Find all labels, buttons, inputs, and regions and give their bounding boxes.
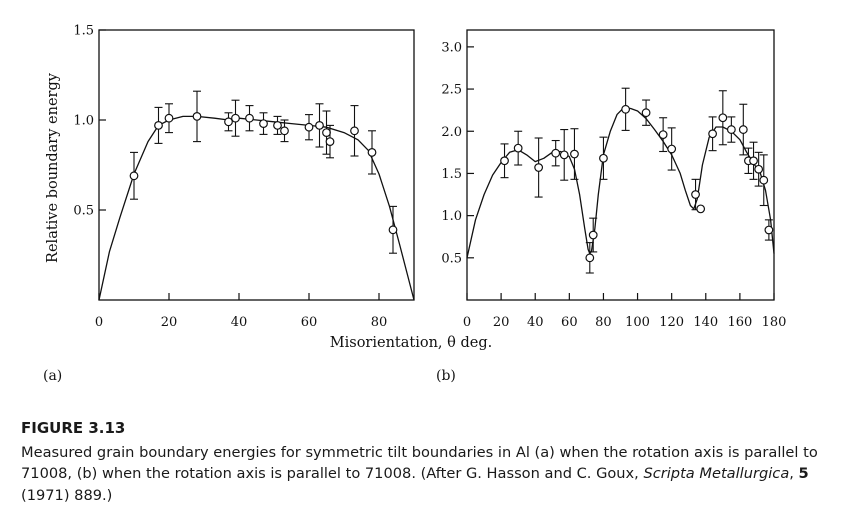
panel-a-x-tick-label: 20 (161, 315, 178, 330)
panel-a-data-point (322, 128, 331, 138)
panel-a-data-point (273, 120, 282, 130)
panel-b-data-point (759, 175, 769, 185)
figure-caption: FIGURE 3.13 Measured grain boundary ener… (21, 418, 826, 506)
caption-citation-end: (1971) 889.) (21, 486, 113, 504)
panel-b-data-point (667, 144, 677, 154)
panel-b-x-tick-label: 160 (727, 315, 752, 330)
panel-a-data-point (350, 126, 359, 136)
panel-a-data-point (280, 126, 289, 136)
panel-b-data-point (738, 125, 748, 134)
panel-b-data-point (764, 225, 774, 235)
panel-b-data-point (641, 108, 651, 118)
panel-a-data-point (325, 137, 335, 147)
panel-a-x-tick-label: 0 (95, 315, 103, 330)
panel-b-data-point (691, 190, 700, 199)
panel-a-data-point (231, 113, 240, 123)
panel-a-chart: 0 20 40 60 80 0.5 1.0 1.5 Relative boundary ene… (43, 24, 415, 384)
panel-b-x-tick-label: 40 (527, 315, 544, 330)
panel-b-data-point (500, 156, 509, 166)
panel-b-data-point (570, 149, 579, 159)
panel-a-y-axis-label: Relative boundary energy (45, 72, 61, 263)
panel-a-data-point (259, 119, 268, 128)
panel-b-data-point (749, 156, 758, 166)
panel-b-data-point (621, 104, 631, 114)
caption-volume: 5 (798, 465, 809, 482)
panel-a-y-tick-label: 1.5 (73, 24, 94, 39)
figure-number: FIGURE 3.13 (21, 419, 126, 437)
panel-b-y-tick-label: 2.5 (441, 83, 462, 98)
panel-a-y-tick-label: 1.0 (73, 114, 94, 129)
panel-a-data-point (192, 111, 202, 121)
panel-b-data-point (718, 113, 728, 123)
panel-b-data-point (599, 153, 608, 163)
panel-a-y-tick-label: 0.5 (73, 204, 94, 219)
caption-journal: Scripta Metallurgica (643, 465, 790, 482)
panel-b-data-point (551, 148, 561, 158)
figure-3-13-charts: 0 20 40 60 80 0.5 1.0 1.5 Relative boundary ene… (43, 24, 787, 385)
panel-b-data-point (708, 129, 717, 139)
panel-a-x-tick-label: 80 (371, 315, 388, 330)
panel-a-x-tick-label: 60 (301, 315, 318, 330)
panel-a-data-point (388, 225, 398, 235)
panel-b-x-tick-label: 100 (625, 315, 650, 330)
panel-b-x-tick-label: 180 (762, 315, 787, 330)
panel-b-x-tick-label: 80 (595, 315, 612, 330)
panel-b-y-tick-label: 2.0 (441, 125, 462, 140)
caption-volume-prefix: , (789, 465, 799, 482)
panel-b-data-point (588, 230, 598, 240)
panel-a-data-point (154, 120, 163, 130)
panel-b-x-tick-label: 60 (561, 315, 578, 330)
panel-b-data-point (534, 163, 544, 172)
panel-a-data-point (367, 147, 377, 157)
panel-b-x-tick-label: 0 (463, 315, 471, 330)
panel-b-data-point (559, 150, 569, 160)
panel-b-x-tick-label: 120 (659, 315, 684, 330)
panel-b-y-tick-label: 1.0 (441, 209, 462, 224)
panel-b-data-point (658, 130, 668, 140)
panel-a-frame (98, 29, 415, 301)
panel-a-label: (a) (43, 368, 62, 384)
panel-b-data-point (696, 204, 706, 214)
panel-b-fit-curve (466, 106, 775, 258)
panel-b-data-point (513, 143, 523, 153)
panel-b-chart: 0 20 40 60 80 100 120 140 160 180 0.5 1.0 1.5 2.0 2.5 3… (330, 29, 787, 384)
panel-a-fit-curve (98, 115, 415, 301)
panel-b-frame (466, 29, 775, 301)
panel-a-data-point (315, 120, 324, 130)
panel-b-x-tick-label: 140 (693, 315, 718, 330)
panel-b-x-tick-label: 20 (493, 315, 510, 330)
panel-a-data-point (245, 113, 254, 123)
panel-b-data-point (754, 164, 764, 174)
panel-a-data-point (164, 113, 174, 123)
caption-text: Measured grain boundary energies for sym… (21, 443, 818, 483)
panel-a-x-tick-label: 40 (231, 315, 248, 330)
panel-b-data-point (726, 125, 736, 134)
panel-b-y-tick-label: 1.5 (441, 167, 462, 182)
panel-b-y-tick-label: 3.0 (441, 40, 462, 55)
panel-b-label: (b) (436, 368, 456, 384)
panel-a-data-point (304, 122, 314, 132)
panel-a-data-point (129, 171, 139, 181)
panel-b-y-tick-label: 0.5 (441, 251, 462, 266)
panel-b-data-point (585, 253, 595, 263)
panel-a-data-point (224, 117, 233, 127)
x-axis-title: Misorientation, θ deg. (330, 335, 492, 351)
